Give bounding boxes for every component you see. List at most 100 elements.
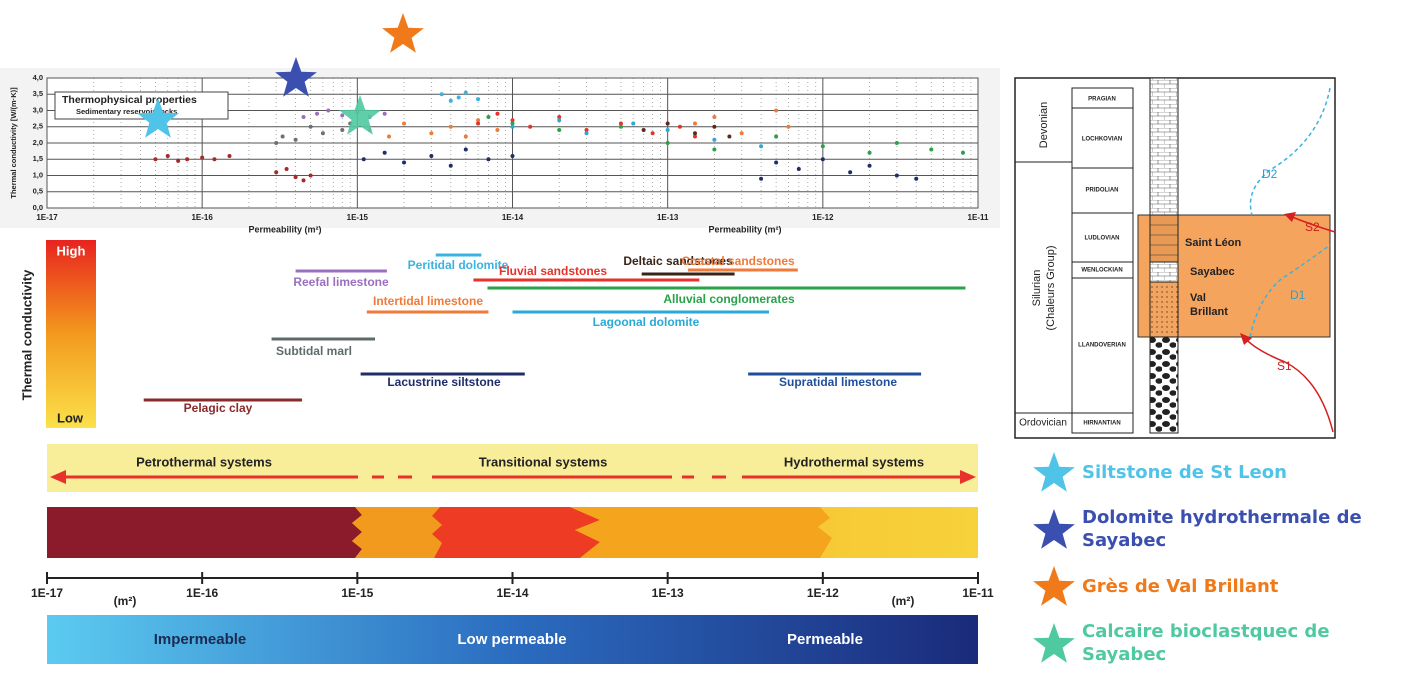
x-tick-label: 1E-15 [347,213,369,222]
data-point [464,91,468,95]
data-point [457,96,461,100]
range-label: Reefal limestone [293,275,389,289]
x-tick-label: 1E-15 [341,586,373,600]
data-point [309,174,313,178]
x-tick-label: 1E-13 [652,586,684,600]
permeability-class: Low permeable [457,631,566,648]
y-tick-label: 3,0 [33,105,43,114]
legend-item: Calcaire bioclastquec de Sayabec [1030,620,1400,666]
range-label: Alluvial conglomerates [663,292,795,306]
x-axis-label: Permeability (m²) [248,224,321,234]
data-point [495,112,499,116]
data-point [326,109,330,113]
data-point [712,148,716,152]
data-point [678,125,682,129]
data-point [476,97,480,101]
unit-name: Val [1190,292,1206,304]
unit-name: Sayabec [1190,266,1235,278]
data-point [693,131,697,135]
high-label: High [57,243,86,258]
data-point [821,144,825,148]
legend-item: Siltstone de St Leon [1030,450,1400,494]
data-point [511,125,515,129]
data-point [759,144,763,148]
star-icon [382,13,424,53]
permeability-class: Impermeable [154,631,247,648]
stage-label: PRIDOLIAN [1086,188,1119,194]
data-point [914,177,918,181]
data-point [185,157,189,161]
system-label: Transitional systems [479,454,608,469]
data-point [285,167,289,171]
page-body: {"chart_data": [ {"type": "scatter", "ti… [0,0,1405,679]
legend-label: Siltstone de St Leon [1082,461,1287,484]
data-point [712,138,716,142]
x-tick-label: 1E-11 [962,586,994,600]
data-point [274,141,278,145]
x-tick-label: 1E-14 [496,586,528,600]
data-point [387,135,391,139]
data-point [302,178,306,182]
path-label: D1 [1290,288,1306,302]
data-point [631,122,635,126]
x-tick-label: 1E-11 [968,213,989,222]
legend-item: Grès de Val Brillant [1030,564,1400,608]
y-tick-label: 1,0 [33,170,43,179]
range-label: Peritidal dolomite [408,258,509,272]
plot-title: Thermophysical properties [62,94,197,106]
path-label: D2 [1262,167,1278,181]
legend-item: Dolomite hydrothermale de Sayabec [1030,506,1400,552]
range-y-label: Thermal conductivity [19,269,34,401]
data-point [666,122,670,126]
data-point [868,164,872,168]
range-label: Fluvial sandstones [499,264,607,278]
data-point [929,148,933,152]
data-point [464,148,468,152]
data-point [895,141,899,145]
unit-name: Saint Léon [1185,237,1242,249]
x-axis-label: Permeability (m²) [708,224,781,234]
range-label: Intertidal limestone [373,294,483,308]
data-point [642,128,646,132]
stage-label: LOCHKOVIAN [1082,137,1122,143]
x-tick-label: 1E-17 [36,213,58,222]
legend-star [1030,450,1078,494]
data-point [362,157,366,161]
x-tick-label: 1E-14 [502,213,524,222]
data-point [868,151,872,155]
data-point [511,154,515,158]
era-label: (Chaleurs Group) [1045,246,1057,331]
data-point [340,113,344,117]
x-tick-label: 1E-13 [657,213,679,222]
range-label: Subtidal marl [276,344,352,358]
x-tick-label: 1E-17 [31,586,63,600]
stratigraphy [1015,78,1335,438]
range-label: Lacustrine siltstone [387,375,501,389]
path-label: S1 [1277,359,1292,373]
data-point [821,157,825,161]
legend-star [1030,507,1078,551]
data-point [402,161,406,165]
data-point [486,157,490,161]
data-point [557,118,561,122]
data-point [528,125,532,129]
y-tick-label: 2,0 [33,138,43,147]
data-point [712,125,716,129]
data-point [274,170,278,174]
star-icon [1033,566,1075,606]
y-tick-label: 0,5 [33,187,43,196]
data-point [961,151,965,155]
data-point [429,154,433,158]
data-point [212,157,216,161]
x-tick-label: 1E-12 [807,586,839,600]
data-point [786,125,790,129]
data-point [429,131,433,135]
data-point [383,112,387,116]
y-tick-label: 0,0 [33,203,43,212]
page: Thermophysical properties html, body { m… [0,0,1405,679]
data-point [321,131,325,135]
data-point [774,161,778,165]
era-label: Silurian [1031,270,1043,307]
data-point [759,177,763,181]
